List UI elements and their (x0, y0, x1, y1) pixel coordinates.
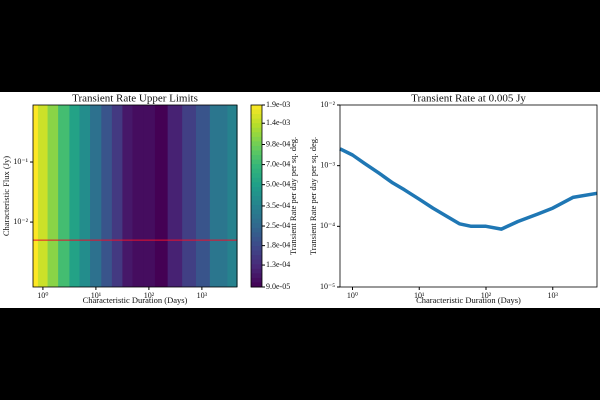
heatmap-cell (101, 105, 113, 287)
colorbar-segment (251, 205, 262, 211)
colorbar-segment (251, 250, 262, 256)
chart-title: Transient Rate at 0.005 Jy (411, 93, 526, 105)
colorbar-segment (251, 268, 262, 274)
data-line (339, 147, 598, 231)
colorbar-segment (251, 264, 262, 270)
colorbar-tick-label: 9.0e-05 (266, 282, 290, 291)
colorbar-segment (251, 114, 262, 120)
colorbar-segment (251, 127, 262, 133)
heatmap-cell (111, 105, 123, 287)
colorbar-tick-label: 2.5e-04 (266, 221, 290, 230)
colorbar-segment (251, 150, 262, 156)
colorbar-segment (251, 109, 262, 115)
heatmap-cell (37, 105, 49, 287)
x-tick-label: 10¹ (91, 291, 102, 300)
colorbar-segment (251, 200, 262, 206)
y-axis-label: Transient Rate per day per sq. deg. (308, 137, 318, 255)
x-axis-label: Characteristic Duration (Days) (416, 295, 521, 305)
colorbar-segment (251, 255, 262, 261)
heatmap-cell (122, 105, 134, 287)
colorbar-segment (251, 223, 262, 229)
colorbar-segment (251, 123, 262, 129)
colorbar-segment (251, 155, 262, 161)
colorbar-tick-label: 9.8e-04 (266, 139, 290, 148)
colorbar-segment (251, 186, 262, 192)
heatmap-cell (47, 105, 59, 287)
heatmap-cell (143, 105, 156, 287)
heatmap-cell (196, 105, 211, 287)
y-tick-label: 10⁻² (320, 100, 335, 109)
colorbar-tick-label: 1.3e-04 (266, 260, 290, 269)
colorbar-tick-label: 1.4e-03 (266, 118, 290, 127)
colorbar-segment (251, 182, 262, 188)
colorbar-segment (251, 214, 262, 220)
colorbar-segment (251, 168, 262, 174)
heatmap-cell (227, 105, 238, 287)
heatmap-cell (154, 105, 169, 287)
x-tick-label: 10³ (548, 291, 559, 300)
x-tick-label: 10² (144, 291, 155, 300)
colorbar-segment (251, 218, 262, 224)
colorbar-segment (251, 191, 262, 197)
colorbar-segment (251, 136, 262, 142)
heatmap-cell (69, 105, 81, 287)
heatmap-cell (209, 105, 229, 287)
heatmap-cell (90, 105, 102, 287)
heatmap-cell (79, 105, 91, 287)
heatmap-cell (33, 105, 39, 287)
x-axis-label: Characteristic Duration (Days) (83, 295, 188, 305)
y-tick-label: 10⁻⁵ (320, 282, 335, 291)
plot-frame (339, 104, 598, 288)
colorbar-segment (251, 236, 262, 242)
colorbar-tick-label: 1.9e-03 (266, 100, 290, 109)
colorbar-tick-label: 1.8e-04 (266, 240, 290, 249)
x-tick-label: 10⁰ (347, 291, 358, 300)
colorbar-segment (251, 196, 262, 202)
y-axis-label: Characteristic Flux (Jy) (1, 156, 11, 236)
colorbar-segment (251, 132, 262, 138)
colorbar-segment (251, 159, 262, 165)
colorbar-segment (251, 273, 262, 279)
heatmap-cell (167, 105, 183, 287)
colorbar-segment (251, 177, 262, 183)
colorbar-segment (251, 145, 262, 151)
colorbar-segment (251, 141, 262, 147)
x-tick-label: 10¹ (414, 291, 425, 300)
x-tick-label: 10³ (197, 291, 208, 300)
x-tick-label: 10⁰ (37, 291, 48, 300)
colorbar-segment (251, 282, 262, 288)
colorbar-segment (251, 105, 262, 111)
y-tick-label: 10⁻¹ (13, 157, 28, 166)
plot-frame (32, 104, 238, 288)
colorbar-segment (251, 164, 262, 170)
y-tick-label: 10⁻² (13, 217, 28, 226)
colorbar-segment (251, 227, 262, 233)
heatmap-cell (182, 105, 197, 287)
colorbar-frame (250, 104, 263, 288)
colorbar-segment (251, 209, 262, 215)
colorbar-segment (251, 232, 262, 238)
colorbar-tick-label: 3.5e-04 (266, 201, 290, 210)
colorbar-segment (251, 277, 262, 283)
colorbar-segment (251, 246, 262, 252)
colorbar-segment (251, 259, 262, 265)
y-tick-label: 10⁻⁴ (320, 221, 335, 230)
heatmap-cell (132, 105, 144, 287)
colorbar-tick-label: 7.0e-04 (266, 159, 290, 168)
x-tick-label: 10² (481, 291, 492, 300)
colorbar-tick-label: 5.0e-04 (266, 179, 290, 188)
colorbar-segment (251, 173, 262, 179)
colorbar-segment (251, 118, 262, 124)
y-tick-label: 10⁻³ (320, 160, 335, 169)
heatmap-cell (58, 105, 71, 287)
chart-title: Transient Rate Upper Limits (72, 93, 198, 105)
colorbar-segment (251, 241, 262, 247)
colorbar-label: Transient Rate per day per sq. deg. (288, 137, 298, 255)
